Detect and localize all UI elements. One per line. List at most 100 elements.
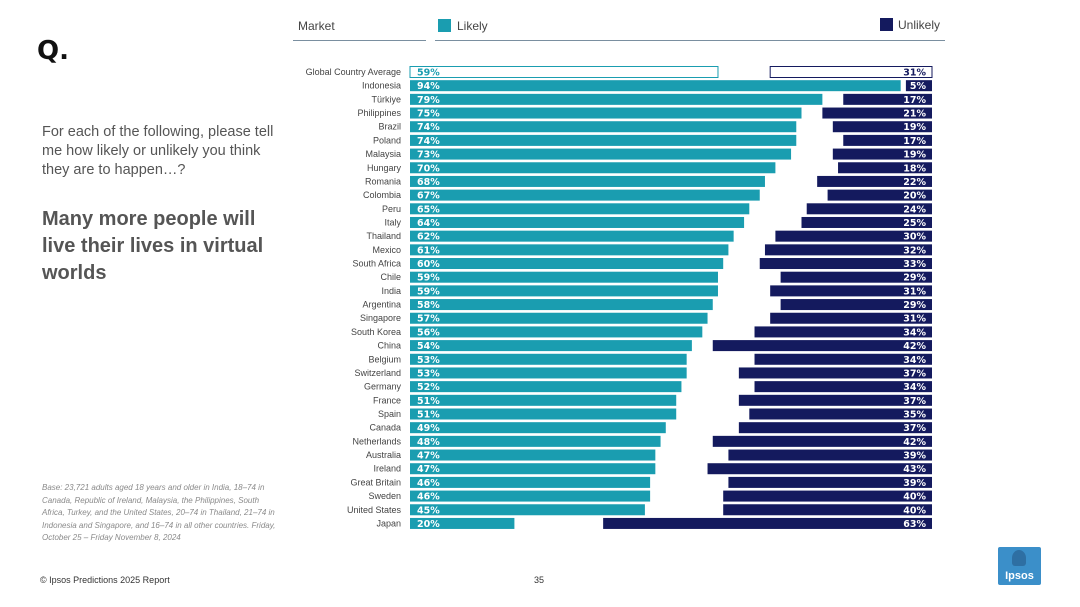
likely-bar xyxy=(410,203,750,215)
likely-value-label: 75% xyxy=(417,109,440,120)
likely-bar xyxy=(410,285,718,297)
likely-value-label: 79% xyxy=(417,95,440,106)
unlikely-bar xyxy=(780,271,932,283)
market-label: Thailand xyxy=(366,231,401,241)
unlikely-bar xyxy=(754,353,932,365)
unlikely-bar xyxy=(806,203,932,215)
market-label: Peru xyxy=(382,204,401,214)
unlikely-value-label: 30% xyxy=(903,232,926,243)
statement-text: Many more people will live their lives i… xyxy=(42,208,264,284)
market-header-rule xyxy=(293,40,426,41)
market-label: Chile xyxy=(380,272,401,282)
unlikely-value-label: 40% xyxy=(903,492,926,503)
q-mark: Q. xyxy=(37,36,69,66)
unlikely-value-label: 32% xyxy=(903,245,926,256)
likely-bar xyxy=(410,80,901,92)
likely-value-label: 48% xyxy=(417,437,440,448)
unlikely-bar xyxy=(723,504,932,516)
base-note: Base: 23,721 adults aged 18 years and ol… xyxy=(42,483,276,542)
likely-bar xyxy=(410,504,645,516)
unlikely-value-label: 34% xyxy=(903,327,926,338)
unlikely-value-label: 40% xyxy=(903,505,926,516)
unlikely-bar xyxy=(780,299,932,311)
likely-value-label: 59% xyxy=(417,68,440,79)
likely-value-label: 49% xyxy=(417,423,440,434)
unlikely-bar xyxy=(770,312,932,324)
page-number: 35 xyxy=(534,575,545,585)
unlikely-bar xyxy=(770,285,932,297)
likely-value-label: 67% xyxy=(417,191,440,202)
market-label: Netherlands xyxy=(352,436,401,446)
unlikely-value-label: 37% xyxy=(903,423,926,434)
market-label: Germany xyxy=(364,382,402,392)
likely-bar xyxy=(410,175,765,187)
likely-value-label: 62% xyxy=(417,232,440,243)
market-label: Malaysia xyxy=(365,149,401,159)
market-label: Singapore xyxy=(360,313,401,323)
legend-header-rule xyxy=(435,40,945,41)
market-label: Indonesia xyxy=(362,81,401,91)
unlikely-value-label: 5% xyxy=(910,81,927,92)
unlikely-bar xyxy=(738,367,932,379)
market-label: Mexico xyxy=(372,245,401,255)
likely-bar xyxy=(410,463,656,475)
market-label: Spain xyxy=(378,409,401,419)
unlikely-value-label: 34% xyxy=(903,382,926,393)
likely-value-label: 46% xyxy=(417,492,440,503)
unlikely-bar xyxy=(707,463,932,475)
unlikely-value-label: 63% xyxy=(903,519,926,530)
likely-value-label: 45% xyxy=(417,505,440,516)
unlikely-value-label: 29% xyxy=(903,300,926,311)
ipsos-logo-text: Ipsos xyxy=(1005,570,1034,582)
likely-bar xyxy=(410,394,677,406)
market-label: Australia xyxy=(366,450,401,460)
market-label: Global Country Average xyxy=(306,67,401,77)
likely-bar xyxy=(410,299,713,311)
likely-bar xyxy=(410,340,692,352)
likely-bar xyxy=(410,449,656,461)
unlikely-bar xyxy=(738,422,932,434)
unlikely-value-label: 18% xyxy=(903,163,926,174)
likely-value-label: 53% xyxy=(417,368,440,379)
market-label: South Africa xyxy=(352,259,401,269)
unlikely-bar xyxy=(843,93,932,105)
unlikely-bar xyxy=(905,80,932,92)
unlikely-value-label: 34% xyxy=(903,355,926,366)
market-label: South Korea xyxy=(351,327,401,337)
unlikely-value-label: 42% xyxy=(903,437,926,448)
likely-bar xyxy=(410,134,797,146)
likely-bar xyxy=(410,121,797,133)
unlikely-value-label: 19% xyxy=(903,122,926,133)
market-label: Sweden xyxy=(368,491,401,501)
likely-value-label: 46% xyxy=(417,478,440,489)
unlikely-value-label: 25% xyxy=(903,218,926,229)
market-label: Canada xyxy=(369,423,401,433)
likely-value-label: 51% xyxy=(417,410,440,421)
unlikely-bar xyxy=(843,134,932,146)
market-label: Argentina xyxy=(362,300,401,310)
likely-value-label: 56% xyxy=(417,327,440,338)
unlikely-value-label: 17% xyxy=(903,136,926,147)
likely-value-label: 74% xyxy=(417,122,440,133)
likely-value-label: 68% xyxy=(417,177,440,188)
unlikely-bar xyxy=(754,326,932,338)
market-label: France xyxy=(373,395,401,405)
market-label: Romania xyxy=(365,176,401,186)
unlikely-bar xyxy=(838,162,932,174)
unlikely-value-label: 39% xyxy=(903,451,926,462)
unlikely-value-label: 31% xyxy=(903,286,926,297)
unlikely-bar xyxy=(712,340,932,352)
likely-value-label: 65% xyxy=(417,204,440,215)
likely-bar xyxy=(410,216,745,228)
market-label: Japan xyxy=(376,518,401,528)
unlikely-bar xyxy=(754,381,932,393)
likely-value-label: 20% xyxy=(417,519,440,530)
likely-value-label: 73% xyxy=(417,150,440,161)
market-label: Great Britain xyxy=(350,477,401,487)
likely-bar xyxy=(410,381,682,393)
likely-value-label: 58% xyxy=(417,300,440,311)
unlikely-bar xyxy=(832,148,932,160)
ipsos-logo: Ipsos xyxy=(998,547,1041,585)
likely-value-label: 59% xyxy=(417,273,440,284)
likely-bar xyxy=(410,422,666,434)
